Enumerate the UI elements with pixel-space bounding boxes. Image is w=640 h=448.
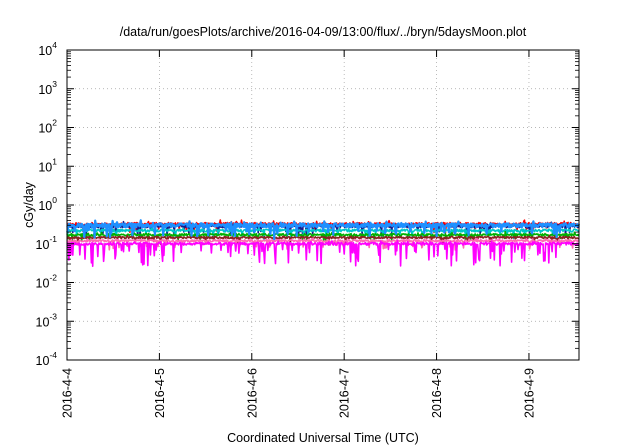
grid-lines bbox=[67, 50, 579, 360]
y-tick-label: 101 bbox=[38, 156, 57, 174]
y-axis-label: cGy/day bbox=[22, 181, 36, 228]
chart-title: /data/run/goesPlots/archive/2016-04-09/1… bbox=[120, 25, 527, 39]
y-tick-label: 10-3 bbox=[36, 311, 58, 329]
y-tick-label: 104 bbox=[38, 40, 57, 58]
y-tick-label: 10-2 bbox=[36, 273, 58, 291]
x-tick-label: 2016-4-7 bbox=[338, 368, 352, 418]
x-tick-label: 2016-4-4 bbox=[61, 368, 75, 418]
data-series bbox=[66, 219, 581, 268]
x-tick-label: 2016-4-6 bbox=[245, 368, 259, 418]
y-axis-ticks: 104 103 102 101 100 10-1 10-2 10-3 10-4 bbox=[36, 40, 579, 368]
series-line bbox=[66, 237, 580, 251]
y-tick-label: 100 bbox=[38, 195, 57, 213]
series-line bbox=[66, 230, 580, 243]
x-axis-label: Coordinated Universal Time (UTC) bbox=[227, 431, 419, 445]
y-tick-label: 103 bbox=[38, 79, 57, 97]
x-tick-label: 2016-4-5 bbox=[153, 368, 167, 418]
y-tick-label: 102 bbox=[38, 118, 57, 136]
series-line bbox=[66, 234, 580, 246]
series-line bbox=[66, 239, 580, 268]
series-line bbox=[66, 219, 581, 241]
y-tick-label: 10-1 bbox=[36, 234, 58, 252]
x-tick-label: 2016-4-9 bbox=[522, 368, 536, 418]
x-tick-label: 2016-4-8 bbox=[430, 368, 444, 418]
y-tick-label: 10-4 bbox=[36, 350, 58, 368]
x-axis-ticks: 2016-4-4 2016-4-5 2016-4-6 2016-4-7 2016-4-8… bbox=[61, 50, 536, 418]
